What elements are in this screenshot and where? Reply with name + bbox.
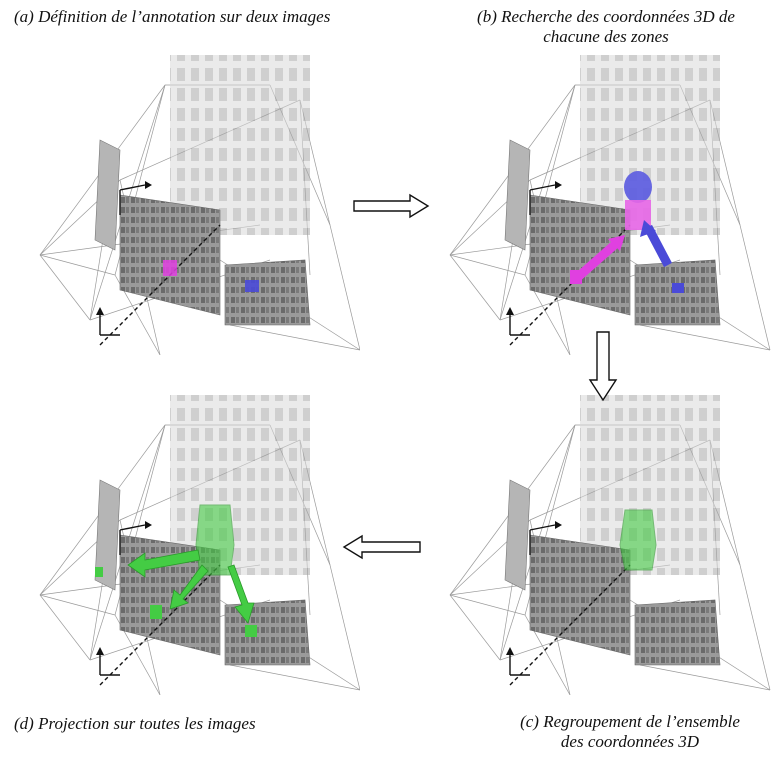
caption-a: (a) Définition de l’annotation sur deux …	[14, 7, 331, 26]
panel-d-scene	[39, 395, 360, 695]
caption-c-line2: des coordonnées 3D	[560, 732, 700, 751]
panel-a	[20, 55, 360, 355]
green-zone-left	[95, 567, 103, 577]
blue-zone	[245, 280, 259, 292]
panel-d	[20, 395, 360, 695]
flow-arrow-left	[342, 534, 421, 560]
caption-b-line2: chacune des zones	[543, 27, 669, 46]
blue-3d-arrow	[640, 220, 672, 268]
blue-3d-region	[624, 171, 652, 203]
magenta-zone	[163, 260, 177, 276]
panel-c-scene	[449, 395, 771, 695]
green-arrow-down-right	[227, 564, 255, 624]
caption-d: (d) Projection sur toutes les images	[14, 714, 256, 733]
green-3d-region	[619, 509, 657, 571]
caption-c-line1: (c) Regroupement de l’ensemble	[520, 712, 740, 731]
green-zone-center	[150, 605, 162, 619]
green-3d-region	[195, 504, 235, 576]
magenta-3d-arrow	[575, 235, 625, 281]
panel-c	[420, 395, 780, 695]
flow-arrow-down	[588, 331, 618, 402]
panel-a-scene	[39, 55, 360, 355]
panel-b-scene	[449, 55, 771, 355]
green-zone-right	[245, 625, 257, 637]
flow-arrow-right	[353, 193, 430, 219]
green-projection-arrows	[127, 549, 255, 624]
green-arrow-left	[127, 549, 201, 578]
caption-b-line1: (b) Recherche des coordonnées 3D de	[477, 7, 735, 26]
caption-b: (b) Recherche des coordonnées 3D de chac…	[436, 7, 776, 47]
caption-c: (c) Regroupement de l’ensemble des coord…	[480, 712, 780, 752]
magenta-zone	[570, 270, 582, 284]
green-arrow-down-left	[169, 564, 209, 610]
panel-b	[420, 55, 780, 355]
blue-zone	[672, 283, 684, 293]
